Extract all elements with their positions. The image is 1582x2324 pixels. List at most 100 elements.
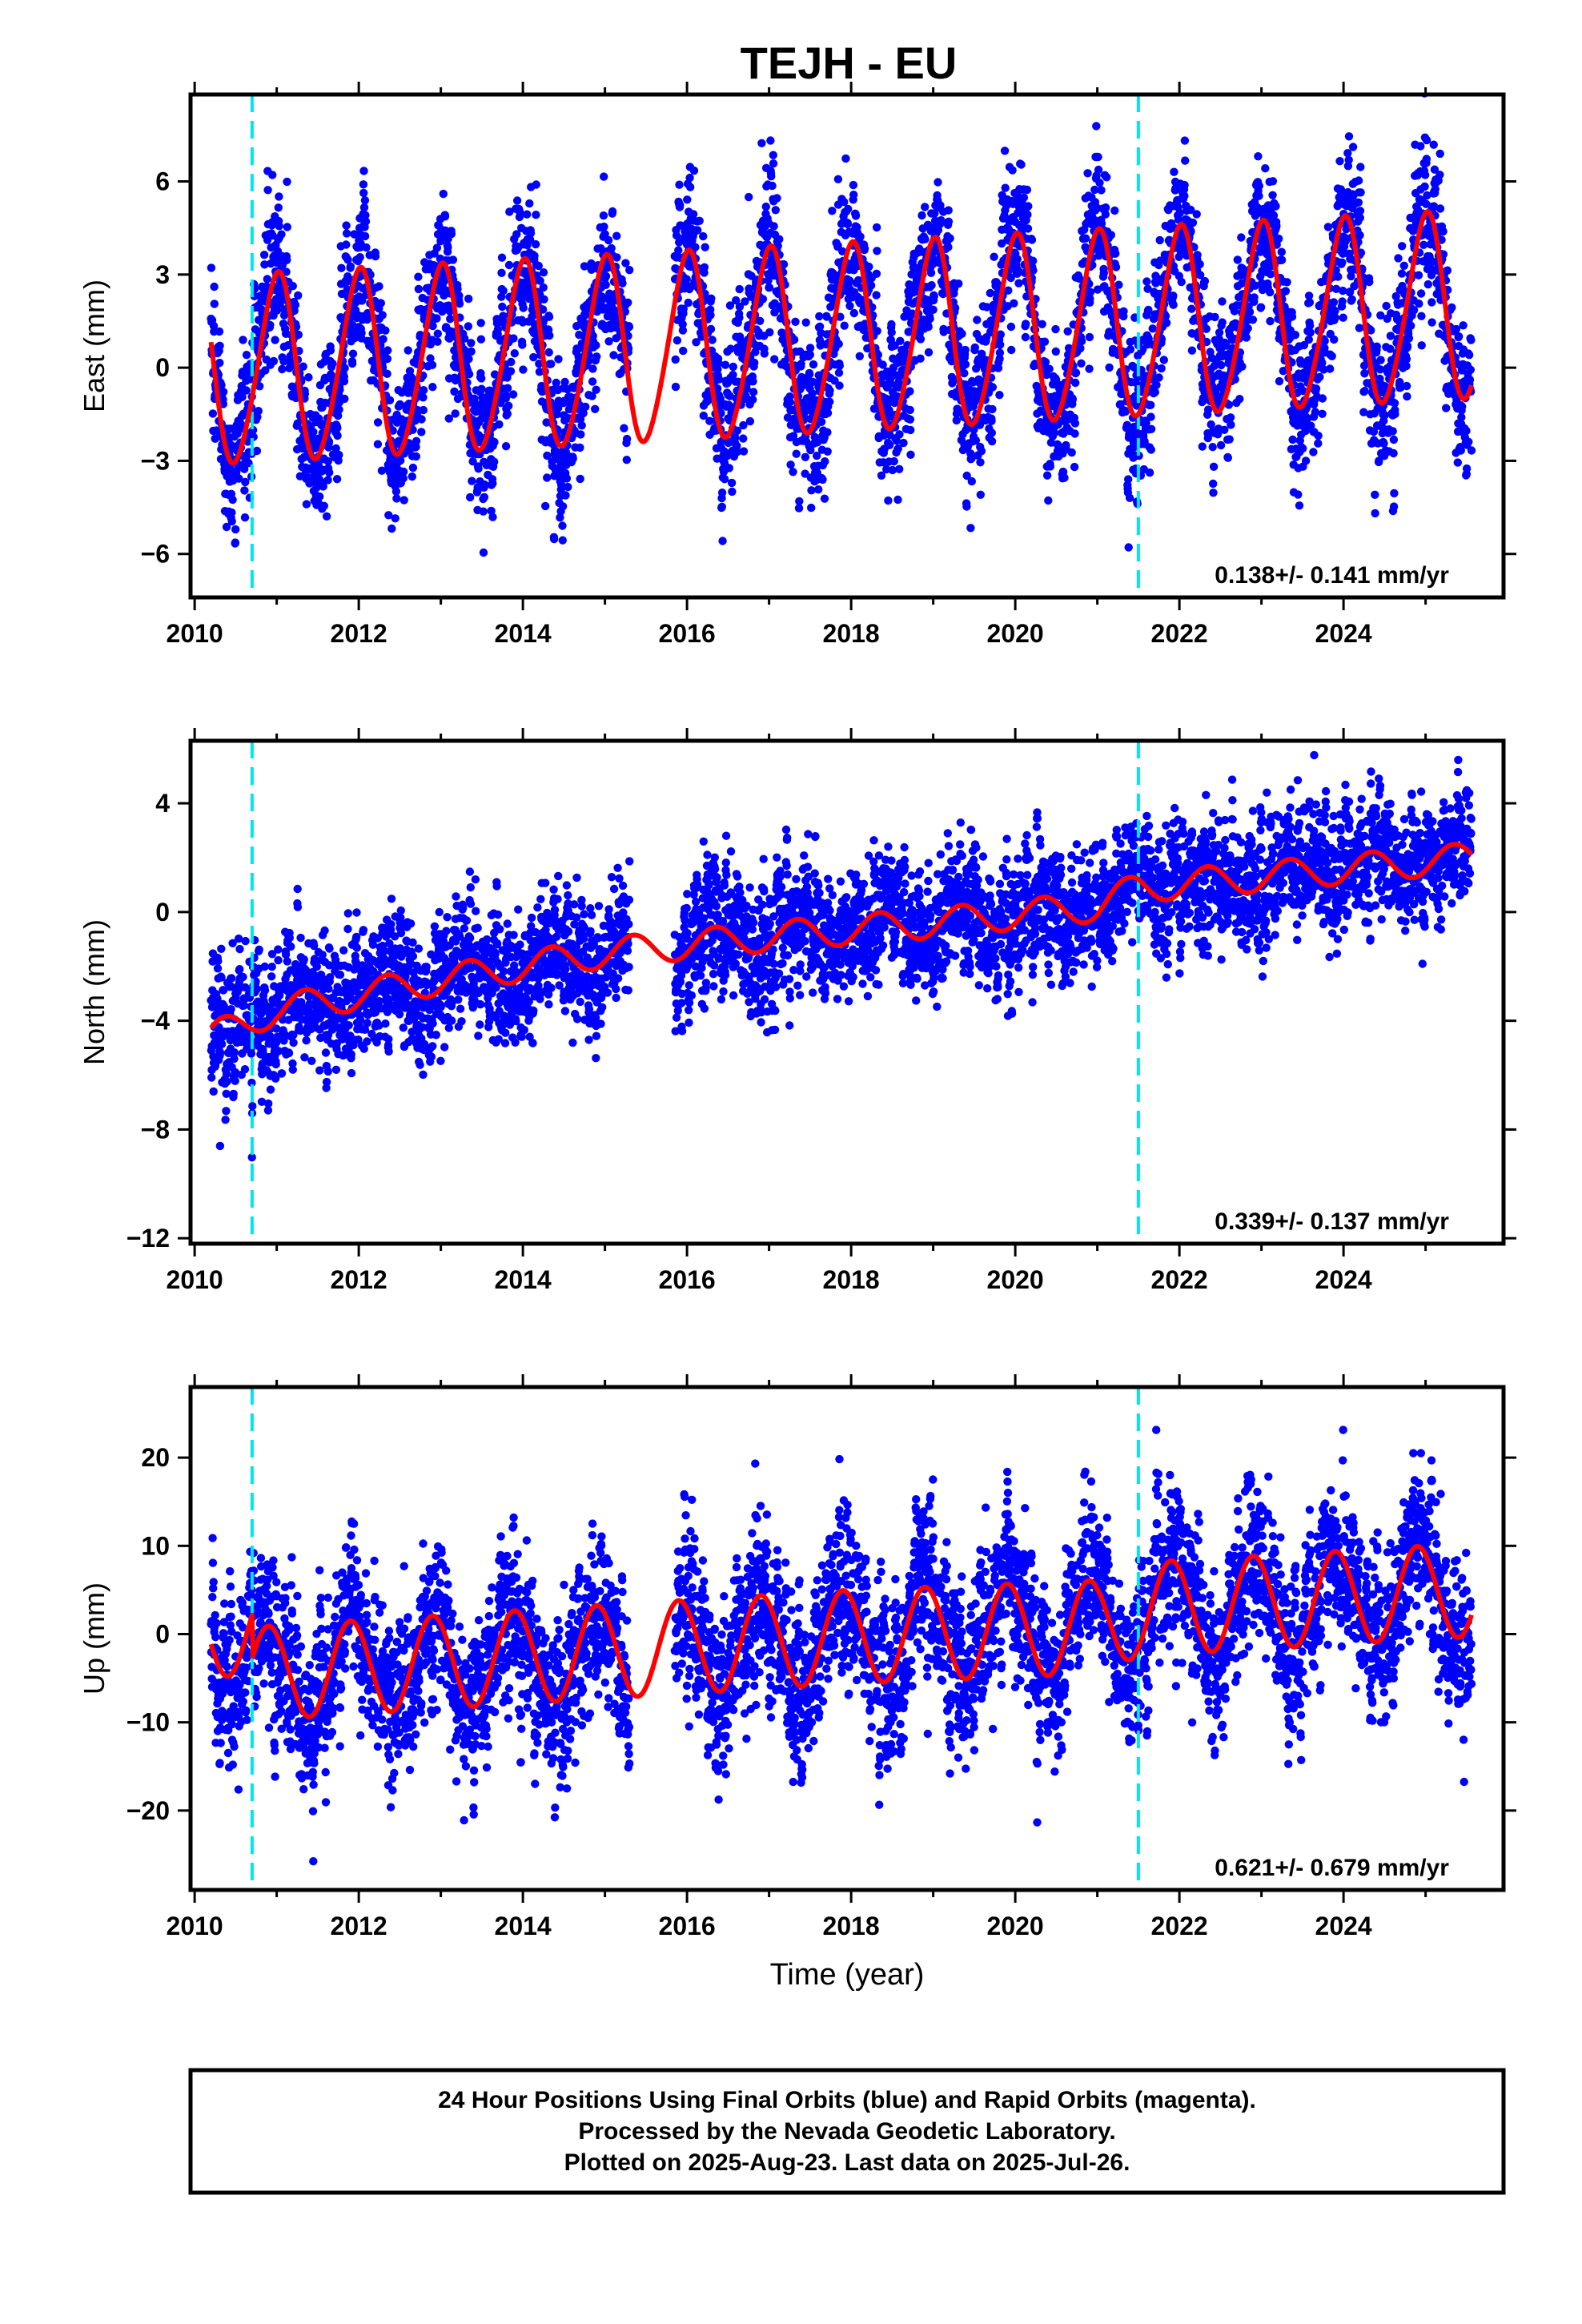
data-point <box>789 468 797 476</box>
data-point <box>760 349 769 358</box>
data-point <box>371 251 380 261</box>
data-point <box>764 276 773 285</box>
data-point <box>792 449 801 458</box>
data-point <box>379 335 387 344</box>
data-point <box>1420 171 1430 179</box>
data-point <box>501 442 511 451</box>
data-point <box>693 226 702 235</box>
data-point <box>1023 210 1032 219</box>
data-point <box>1294 490 1303 499</box>
data-point <box>618 279 627 287</box>
data-point <box>1177 277 1186 287</box>
data-point <box>596 244 605 253</box>
data-point <box>466 493 475 502</box>
data-point <box>896 336 905 345</box>
data-point <box>1126 345 1135 354</box>
data-point <box>490 457 499 466</box>
data-point <box>404 346 412 355</box>
data-point <box>1067 448 1076 457</box>
data-point <box>1111 249 1120 258</box>
data-point <box>961 360 970 369</box>
data-point <box>1354 198 1363 207</box>
data-point <box>1045 364 1054 373</box>
data-point <box>217 380 226 390</box>
data-point <box>419 386 428 395</box>
data-point <box>587 259 596 268</box>
data-point <box>539 268 548 277</box>
data-point <box>756 316 765 325</box>
data-point <box>1402 355 1411 364</box>
data-point <box>333 431 342 440</box>
data-point <box>1339 286 1347 296</box>
data-point <box>1275 234 1283 243</box>
data-point <box>757 139 766 147</box>
data-point <box>721 360 730 369</box>
data-point <box>210 282 219 292</box>
data-point <box>873 247 881 255</box>
data-point <box>1417 341 1426 350</box>
figure-title: TEJH - EU <box>741 38 958 88</box>
data-point <box>1094 165 1103 175</box>
data-point <box>1306 328 1315 337</box>
data-point <box>487 506 496 516</box>
data-point <box>1021 332 1030 342</box>
data-point <box>474 431 484 440</box>
data-point <box>1389 448 1398 458</box>
data-point <box>493 325 503 334</box>
data-point <box>1050 428 1059 437</box>
data-point <box>704 396 713 405</box>
data-point <box>227 517 236 526</box>
east-panel: 2010 2012 2014 2016 2018 2020 2022 2024−6−3036E… <box>78 82 1516 648</box>
data-point <box>1235 395 1244 404</box>
data-point <box>208 409 218 418</box>
data-point <box>503 384 512 392</box>
data-point <box>467 339 476 348</box>
data-point <box>534 261 543 271</box>
data-point <box>786 460 795 469</box>
data-point <box>499 286 508 296</box>
data-point <box>1170 167 1178 176</box>
data-point <box>1331 313 1340 322</box>
data-point <box>739 420 748 430</box>
data-point <box>561 491 570 500</box>
data-point <box>283 223 291 231</box>
data-point <box>817 417 826 426</box>
data-point <box>1435 171 1444 179</box>
data-point <box>1227 420 1235 429</box>
data-point <box>282 267 291 276</box>
data-point <box>326 346 335 355</box>
data-point <box>599 211 608 220</box>
data-point <box>1435 204 1445 213</box>
data-point <box>509 334 518 343</box>
data-point <box>444 414 453 423</box>
data-point <box>726 344 735 353</box>
data-point <box>1382 301 1391 311</box>
data-point <box>323 456 332 466</box>
data-point <box>543 473 552 482</box>
data-point <box>1076 344 1085 353</box>
data-point <box>325 468 334 477</box>
data-point <box>789 336 799 344</box>
data-point <box>995 391 1004 400</box>
data-point <box>1360 387 1369 396</box>
data-point <box>523 210 532 219</box>
data-point <box>259 251 269 259</box>
data-point <box>360 196 370 205</box>
data-point <box>1287 312 1297 321</box>
data-point <box>591 404 600 413</box>
data-point <box>1389 435 1399 444</box>
data-point <box>820 494 829 503</box>
data-point <box>685 173 694 183</box>
data-point <box>1398 242 1407 251</box>
data-point <box>1356 188 1365 197</box>
data-point <box>1111 263 1121 271</box>
data-point <box>570 426 579 436</box>
data-point <box>346 262 355 271</box>
data-point <box>873 327 881 336</box>
data-point <box>359 180 368 189</box>
data-point <box>808 389 817 398</box>
data-point <box>1101 203 1110 212</box>
data-point <box>1102 173 1111 182</box>
data-point <box>526 229 536 238</box>
